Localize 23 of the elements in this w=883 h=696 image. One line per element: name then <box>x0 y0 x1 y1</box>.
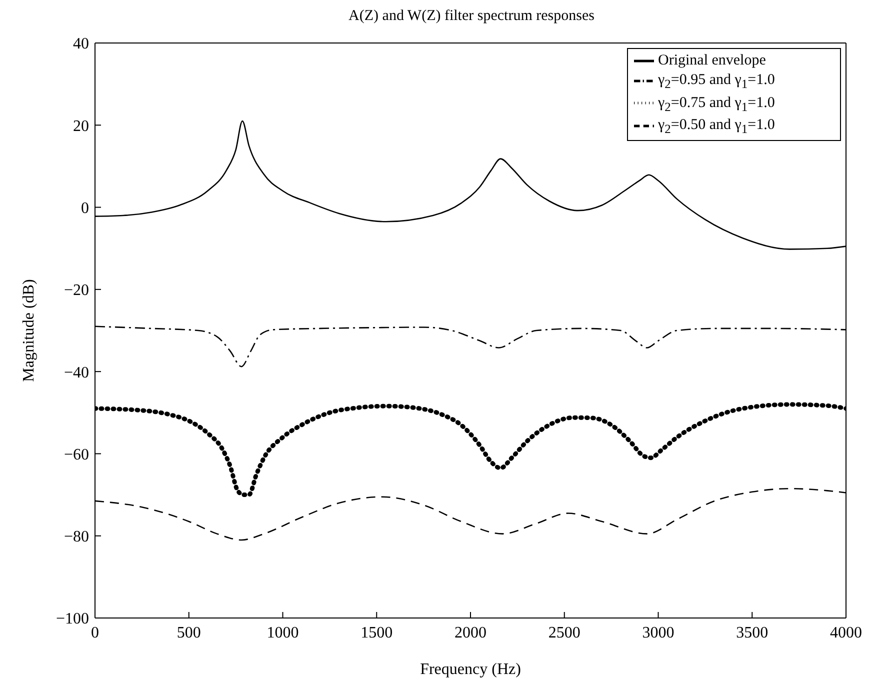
legend-label: γ$_{2}$=0.75 and γ$_{1}$=1.0 <box>658 94 775 114</box>
y-tick-label: −100 <box>56 610 89 628</box>
x-tick-label: 1500 <box>360 624 393 642</box>
y-tick-label: 0 <box>81 200 89 217</box>
y-tick-label: 20 <box>73 118 89 135</box>
x-tick-label: 4000 <box>830 624 862 642</box>
legend-label: γ$_{2}$=0.95 and γ$_{1}$=1.0 <box>658 72 775 92</box>
x-axis-title: Frequency (Hz) <box>420 661 521 678</box>
y-tick-label: −60 <box>64 446 89 464</box>
x-tick-label: 500 <box>176 624 201 642</box>
x-tick-label: 3500 <box>736 624 768 642</box>
x-tick-label: 2500 <box>548 624 580 642</box>
y-axis-title: Magnitude (dB) <box>20 279 38 382</box>
y-tick-label: −20 <box>64 282 89 300</box>
y-tick-label: −80 <box>64 528 89 546</box>
y-tick-label: 40 <box>73 36 89 53</box>
x-tick-label: 2000 <box>454 624 486 642</box>
x-tick-label: 1000 <box>266 624 299 642</box>
legend-label: Original envelope <box>658 52 766 68</box>
y-tick-label: −40 <box>64 364 89 382</box>
chart-title: A(Z) and W(Z) filter spectrum responses <box>348 8 596 26</box>
x-tick-label: 3000 <box>642 624 674 642</box>
legend-label: γ$_{2}$=0.50 and γ$_{1}$=1.0 <box>658 117 775 136</box>
